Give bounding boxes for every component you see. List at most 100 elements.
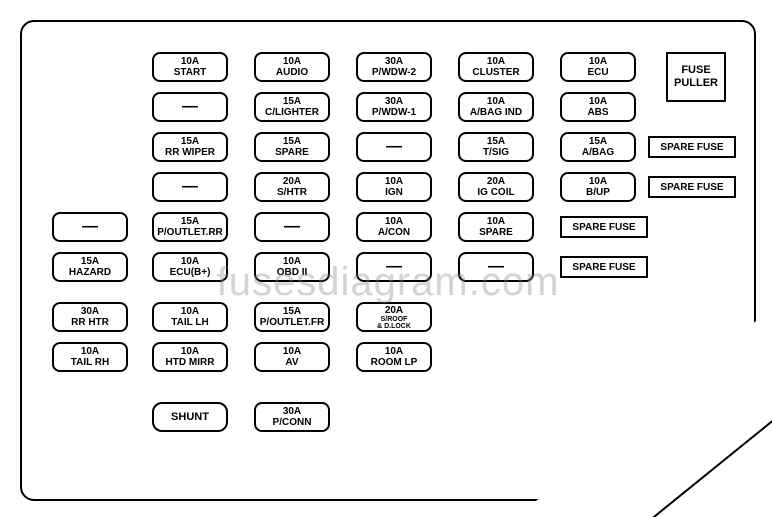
fuse-amp: 10A [589, 176, 607, 187]
fuse-spare15: 15ASPARE [254, 132, 330, 162]
fuse-roomlp: 10AROOM LP [356, 342, 432, 372]
fuse-htdmirr: 10AHTD MIRR [152, 342, 228, 372]
fuse-abs: 10AABS [560, 92, 636, 122]
fuse-label: S/ROOF & D.LOCK [377, 316, 411, 330]
fuse-acon: 10AA/CON [356, 212, 432, 242]
fuse-poutletrr: 15AP/OUTLET.RR [152, 212, 228, 242]
fuse-amp: 10A [283, 256, 301, 267]
fuse-amp: 10A [487, 96, 505, 107]
fuse-sroof: 20AS/ROOF & D.LOCK [356, 302, 432, 332]
fuse-amp: 10A [487, 56, 505, 67]
fuse-amp: 15A [181, 136, 199, 147]
fuse-av: 10AAV [254, 342, 330, 372]
fuse-amp: 10A [81, 346, 99, 357]
fuse-amp: 10A [181, 256, 199, 267]
fuse-label: ABS [587, 107, 608, 118]
fuse-amp: 30A [385, 96, 403, 107]
fuse-amp: 10A [181, 56, 199, 67]
panel-corner-cut [536, 321, 756, 501]
fuse-r5c4: — [458, 252, 534, 282]
fuse-amp: 10A [385, 346, 403, 357]
fuse-obd2: 10AOBD II [254, 252, 330, 282]
fuse-amp: 15A [283, 96, 301, 107]
spare-fuse-sparefuse2: SPARE FUSE [648, 176, 736, 198]
fuse-tailrh: 10ATAIL RH [52, 342, 128, 372]
fuse-amp: 10A [385, 216, 403, 227]
fuse-label: RR HTR [71, 317, 109, 328]
spare-fuse-sparefuse4: SPARE FUSE [560, 256, 648, 278]
fuse-amp: 10A [589, 56, 607, 67]
fuse-r3c1: — [152, 172, 228, 202]
shunt-box: SHUNT [152, 402, 228, 432]
fuse-label: T/SIG [483, 147, 509, 158]
fuse-label: P/WDW-1 [372, 107, 416, 118]
fuse-amp: 20A [283, 176, 301, 187]
fuse-amp: 30A [81, 306, 99, 317]
fuse-ecub: 10AECU(B+) [152, 252, 228, 282]
fuse-label: IG COIL [477, 187, 514, 198]
fuse-pwdw2: 30AP/WDW-2 [356, 52, 432, 82]
fuse-amp: 20A [385, 305, 403, 316]
fuse-label: A/BAG [582, 147, 614, 158]
fuse-amp: 15A [487, 136, 505, 147]
fuse-ecu: 10AECU [560, 52, 636, 82]
fuse-hazard: 15AHAZARD [52, 252, 128, 282]
fuse-spare10: 10ASPARE [458, 212, 534, 242]
fuse-label: HAZARD [69, 267, 111, 278]
fuse-abagind: 10AA/BAG IND [458, 92, 534, 122]
fuse-amp: 15A [283, 136, 301, 147]
fuse-poutletfr: 15AP/OUTLET.FR [254, 302, 330, 332]
fuse-label: ECU [587, 67, 608, 78]
fuse-label: AV [285, 357, 298, 368]
fuse-taillh: 10ATAIL LH [152, 302, 228, 332]
fuse-pwdw1: 30AP/WDW-1 [356, 92, 432, 122]
fusebox-panel: 10ASTART10AAUDIO30AP/WDW-210ACLUSTER10AE… [20, 20, 756, 501]
fuse-tsig: 15AT/SIG [458, 132, 534, 162]
spare-fuse-sparefuse3: SPARE FUSE [560, 216, 648, 238]
fuse-r1c1: — [152, 92, 228, 122]
fuse-label: ROOM LP [371, 357, 418, 368]
fuse-label: IGN [385, 187, 403, 198]
fuse-label: AUDIO [276, 67, 308, 78]
fuse-amp: 10A [385, 176, 403, 187]
fuse-bup: 10AB/UP [560, 172, 636, 202]
fuse-label: TAIL LH [171, 317, 208, 328]
fuse-label: C/LIGHTER [265, 107, 319, 118]
fuse-igcoil: 20AIG COIL [458, 172, 534, 202]
fuse-label: P/CONN [273, 417, 312, 428]
fuse-label: A/CON [378, 227, 410, 238]
fuse-amp: 30A [283, 406, 301, 417]
fuse-label: P/WDW-2 [372, 67, 416, 78]
fuse-label: RR WIPER [165, 147, 215, 158]
fuse-amp: 30A [385, 56, 403, 67]
fuse-puller: FUSE PULLER [666, 52, 726, 102]
fuse-rrwiper: 15ARR WIPER [152, 132, 228, 162]
fuse-label: HTD MIRR [166, 357, 215, 368]
fuse-amp: 15A [283, 306, 301, 317]
fuse-cluster: 10ACLUSTER [458, 52, 534, 82]
fuse-r4c2: — [254, 212, 330, 242]
fuse-label: P/OUTLET.FR [260, 317, 324, 328]
fuse-label: CLUSTER [472, 67, 519, 78]
fuse-r2c3: — [356, 132, 432, 162]
fuse-label: SPARE [275, 147, 309, 158]
fuse-clighter: 15AC/LIGHTER [254, 92, 330, 122]
fuse-audio: 10AAUDIO [254, 52, 330, 82]
fuse-amp: 20A [487, 176, 505, 187]
fuse-label: START [174, 67, 207, 78]
fuse-amp: 10A [487, 216, 505, 227]
fuse-rrhtr: 30ARR HTR [52, 302, 128, 332]
fuse-label: P/OUTLET.RR [157, 227, 223, 238]
fuse-amp: 15A [589, 136, 607, 147]
fuse-ign: 10AIGN [356, 172, 432, 202]
fuse-label: OBD II [277, 267, 308, 278]
fuse-amp: 15A [181, 216, 199, 227]
fuse-amp: 10A [283, 346, 301, 357]
fuse-label: B/UP [586, 187, 610, 198]
fuse-amp: 10A [181, 346, 199, 357]
fuse-r4c0: — [52, 212, 128, 242]
fuse-label: ECU(B+) [170, 267, 211, 278]
fuse-label: TAIL RH [71, 357, 110, 368]
fuse-r5c3: — [356, 252, 432, 282]
fuse-amp: 10A [283, 56, 301, 67]
